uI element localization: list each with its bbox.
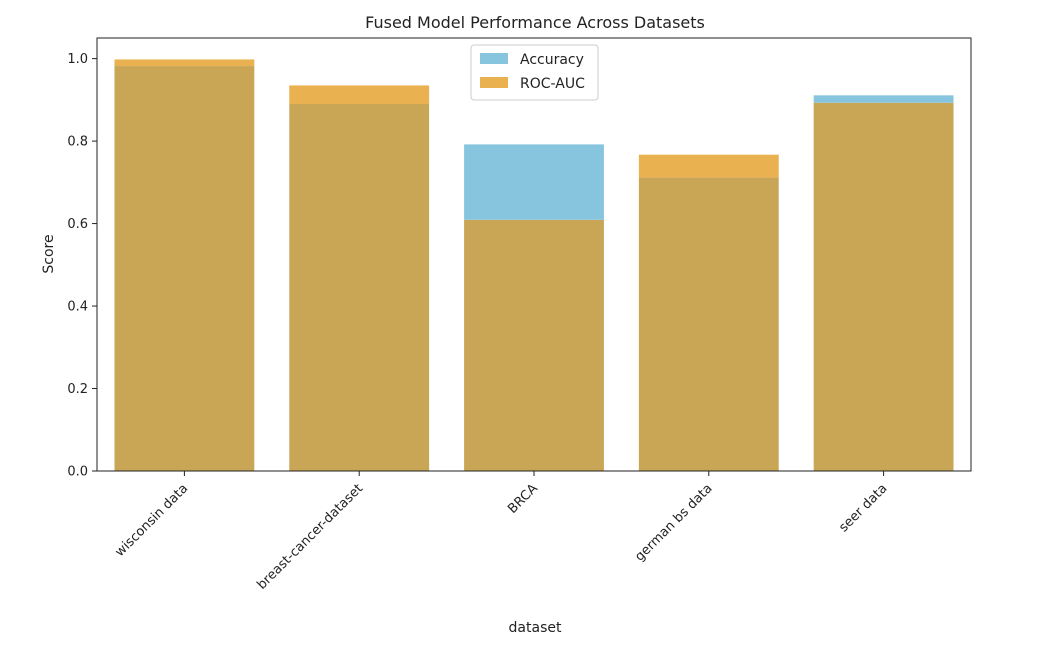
chart-title: Fused Model Performance Across Datasets bbox=[365, 13, 705, 32]
x-tick-label: seer data bbox=[836, 481, 890, 535]
bar-overlap-2 bbox=[464, 219, 604, 471]
bar-overlap-4 bbox=[813, 102, 954, 472]
y-tick-label: 0.4 bbox=[67, 300, 88, 315]
legend: Accuracy ROC-AUC bbox=[470, 44, 599, 101]
bar-overlap-1 bbox=[289, 103, 430, 471]
bar-overlap-0 bbox=[114, 66, 255, 472]
legend-label: ROC-AUC bbox=[520, 76, 585, 92]
bar-roc-auc-0 bbox=[114, 59, 255, 67]
y-axis-label: Score bbox=[41, 234, 57, 273]
x-tick-label: breast-cancer-dataset bbox=[255, 481, 367, 593]
x-tick-label: BRCA bbox=[505, 481, 541, 517]
x-axis-label: dataset bbox=[509, 620, 562, 636]
y-tick-label: 0.6 bbox=[67, 217, 88, 232]
x-tick-label: wisconsin data bbox=[112, 481, 191, 560]
y-tick-label: 0.0 bbox=[67, 465, 88, 480]
legend-label: Accuracy bbox=[520, 52, 584, 68]
bar-roc-auc-3 bbox=[638, 154, 779, 178]
y-tick-label: 1.0 bbox=[67, 52, 88, 67]
x-axis: wisconsin data breast-cancer-dataset BRCA g… bbox=[112, 471, 890, 593]
legend-swatch-roc-auc bbox=[480, 77, 508, 88]
bars-layer bbox=[114, 59, 954, 472]
bar-overlap-3 bbox=[638, 177, 779, 471]
x-tick-label: german bs data bbox=[632, 481, 715, 564]
y-axis: 0.0 0.2 0.4 0.6 0.8 1.0 bbox=[67, 52, 97, 480]
bar-accuracy-4 bbox=[813, 95, 954, 103]
bar-roc-auc-1 bbox=[289, 85, 430, 104]
y-tick-label: 0.8 bbox=[67, 135, 88, 150]
bar-accuracy-2 bbox=[464, 144, 604, 220]
legend-swatch-accuracy bbox=[480, 53, 508, 64]
y-tick-label: 0.2 bbox=[67, 382, 88, 397]
